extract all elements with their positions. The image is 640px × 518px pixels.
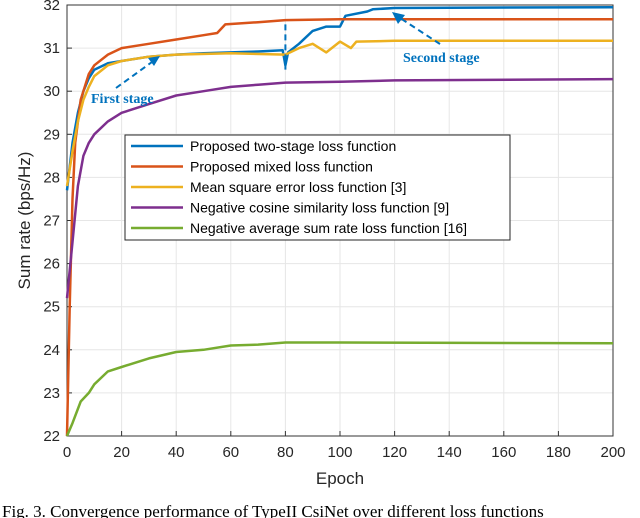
series-line-4 <box>65 77 614 299</box>
x-tick-label: 0 <box>63 444 71 461</box>
y-tick-label: 31 <box>43 40 60 57</box>
x-tick-label: 80 <box>277 444 294 461</box>
y-tick-label: 28 <box>43 169 60 186</box>
y-tick-label: 22 <box>43 428 60 445</box>
second-stage-arrow <box>399 17 441 45</box>
second-stage-arrowhead <box>392 12 405 24</box>
series-line-1 <box>65 5 614 191</box>
first-stage-arrow <box>115 61 153 89</box>
x-tick-label: 100 <box>327 444 352 461</box>
plot-border <box>66 4 614 437</box>
y-tick-label: 25 <box>43 299 60 316</box>
series-line-5 <box>65 341 614 437</box>
y-tick-label: 26 <box>43 256 60 273</box>
second-stage-label: Second stage <box>403 51 480 66</box>
x-tick-label: 140 <box>437 444 462 461</box>
y-axis-label: Sum rate (bps/Hz) <box>15 152 34 290</box>
x-tick-label: 40 <box>168 444 185 461</box>
legend-label: Negative average sum rate loss function … <box>190 220 467 236</box>
series-line-2 <box>65 17 613 437</box>
y-tick-label: 32 <box>43 0 60 14</box>
legend-label: Mean square error loss function [3] <box>190 179 406 195</box>
y-tick-label: 29 <box>43 126 60 143</box>
x-tick-label: 20 <box>113 444 130 461</box>
convergence-chart: 0 20 40 60 80 100 120 140 160 180 200 22 23 24 25 26 27 2… <box>15 0 626 488</box>
legend-label: Negative cosine similarity loss function… <box>190 200 449 216</box>
first-stage-arrowhead <box>148 56 160 66</box>
x-tick-label: 60 <box>222 444 239 461</box>
legend-label: Proposed two-stage loss function <box>190 138 396 154</box>
y-tick-label: 27 <box>43 213 60 230</box>
legend-box <box>124 134 511 241</box>
x-tick-label: 160 <box>491 444 516 461</box>
legend-label: Proposed mixed loss function <box>190 159 373 175</box>
figure-caption: Fig. 3. Convergence performance of TypeI… <box>2 502 544 518</box>
series-line-3 <box>65 39 613 187</box>
first-stage-label: First stage <box>91 92 154 107</box>
x-tick-label: 180 <box>546 444 571 461</box>
x-axis-label: Epoch <box>316 469 364 488</box>
y-tick-label: 30 <box>43 83 60 100</box>
x-tick-label: 200 <box>600 444 625 461</box>
y-tick-label: 24 <box>43 342 60 359</box>
x-tick-label: 120 <box>382 444 407 461</box>
y-tick-label: 23 <box>43 385 60 402</box>
